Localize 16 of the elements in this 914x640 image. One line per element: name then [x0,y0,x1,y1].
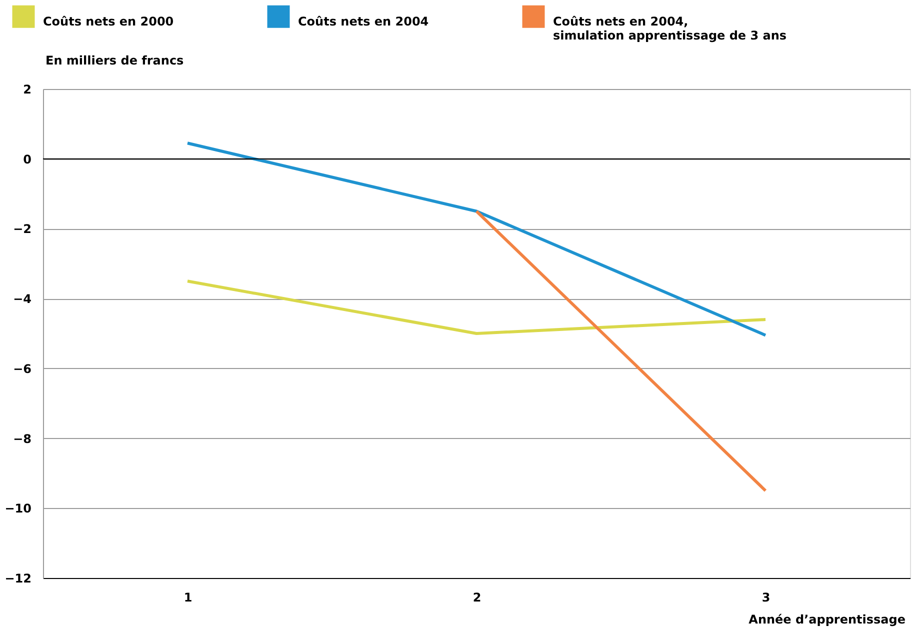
y-tick-label: −12 [4,572,32,586]
y-tick-label: −10 [4,502,32,516]
y-tick-label: −4 [13,292,32,306]
legend-label: Coûts nets en 2000 [43,14,174,29]
y-tick-label: −6 [13,362,32,376]
y-tick-label: 2 [23,82,32,96]
x-tick-label: 2 [472,590,482,604]
legend-label: Coûts nets en 2004 [298,14,429,29]
y-tick-label: −2 [13,222,32,236]
y-tick-label: 0 [23,152,32,166]
x-axis-title: Année d’apprentissage [748,612,906,626]
legend-label: Coûts nets en 2004, simulation apprentissage de 3 ans [553,14,787,43]
x-tick-label: 3 [762,590,770,604]
y-tick-label: −8 [13,432,32,446]
y-axis-title: En milliers de francs [46,54,184,68]
x-tick-label: 1 [184,590,192,604]
